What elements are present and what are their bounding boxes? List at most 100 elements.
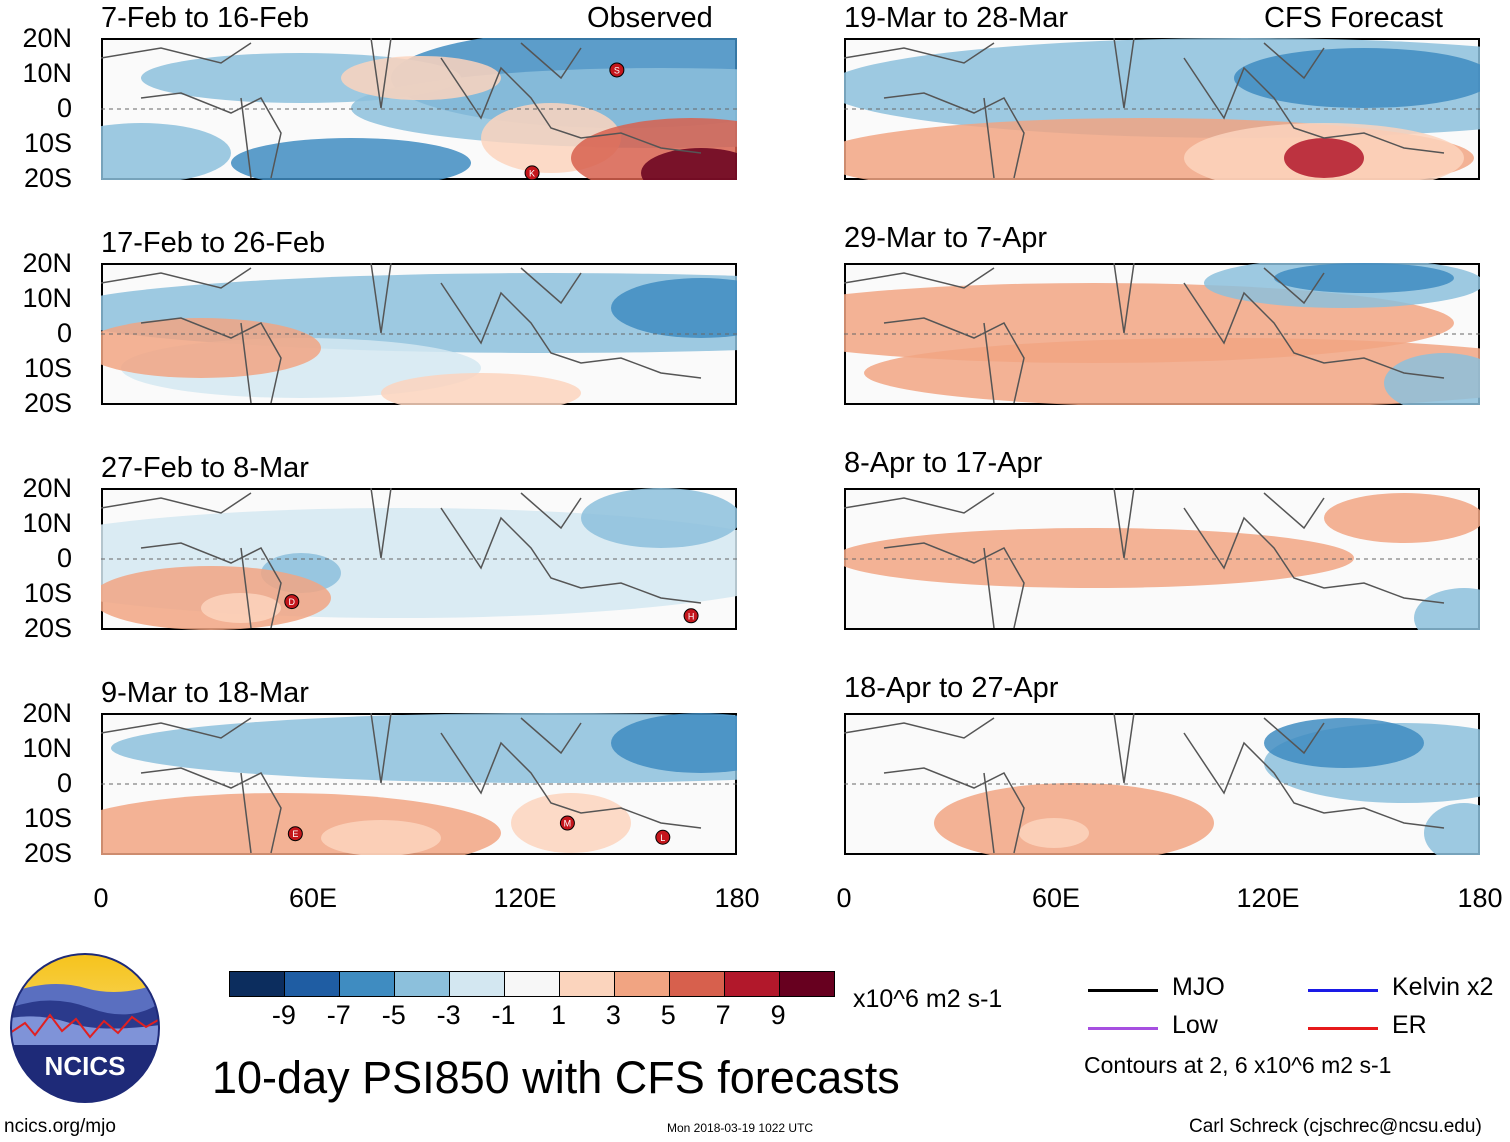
timestamp: Mon 2018-03-19 1022 UTC [667,1121,814,1135]
coastline [844,263,1445,404]
storm-marker[interactable]: D [284,594,300,610]
lat-label: 10S [23,353,72,383]
forecast-label: CFS Forecast [1264,2,1443,34]
psi-anomaly [201,593,281,623]
site-link[interactable]: ncics.org/mjo [4,1116,116,1137]
legend-line-mjo [1088,989,1158,992]
psi-anomaly [381,373,581,405]
legend-label-low: Low [1172,1011,1218,1039]
legend-label-kelvin: Kelvin x2 [1392,973,1494,1001]
lon-label: 120E [493,883,557,913]
coastline [101,713,702,854]
observed-panel-2 [101,263,737,405]
lon-label: 120E [1236,883,1300,913]
panel-title: 17-Feb to 26-Feb [101,227,326,259]
lat-label: 0 [56,318,72,348]
legend-label-mjo: MJO [1172,973,1225,1001]
lat-label: 10S [23,578,72,608]
psi-anomaly [641,148,737,180]
lat-label: 10N [22,283,72,313]
lon-label: 0 [836,883,852,913]
author-credit: Carl Schreck (cjschrec@ncsu.edu) [1189,1116,1482,1137]
psi-anomaly [1264,718,1424,768]
psi-anomaly [231,138,471,180]
panel-title: 9-Mar to 18-Mar [101,677,309,709]
lat-label: 0 [56,543,72,573]
colorbar-swatch [780,972,834,996]
psi-field [844,488,1480,630]
psi-anomaly [1414,588,1480,630]
lat-label: 20N [22,698,72,728]
panel-title: 29-Mar to 7-Apr [844,222,1048,254]
coastline [844,713,1445,854]
lat-label: 0 [56,93,72,123]
coastline [101,263,702,404]
main-title: 10-day PSI850 with CFS forecasts [212,1052,900,1103]
psi-anomaly [581,488,737,548]
lat-label: 0 [56,768,72,798]
colorbar-swatch [670,972,725,996]
psi-anomaly [611,713,737,773]
storm-marker[interactable]: K [524,165,540,180]
storm-marker[interactable]: H [683,608,699,624]
psi-anomaly [1384,353,1480,405]
coastline [844,38,1445,179]
panel-title: 27-Feb to 8-Mar [101,452,309,484]
lon-label: 180 [1457,883,1503,913]
legend-line-kelvin [1308,989,1378,992]
colorbar-swatch [285,972,340,996]
lat-label: 20S [23,388,72,418]
colorbar-swatch [450,972,505,996]
psi-anomaly [101,123,231,180]
legend-line-low [1088,1027,1158,1030]
colorbar-tick: 1 [550,1000,566,1030]
panel-title: 8-Apr to 17-Apr [844,447,1043,479]
psi-field [844,263,1480,405]
psi-anomaly [1234,48,1480,108]
storm-marker[interactable]: E [287,826,303,842]
units-label: x10^6 m2 s-1 [853,985,1003,1013]
colorbar-tick: -5 [381,1000,406,1030]
lon-label: 60E [1031,883,1081,913]
lat-label: 10S [23,128,72,158]
lat-label: 20S [23,613,72,643]
panel-title: 7-Feb to 16-Feb [101,2,309,34]
panel-title: 19-Mar to 28-Mar [844,2,1069,34]
colorbar [229,971,835,997]
colorbar-tick: 5 [660,1000,676,1030]
storm-marker[interactable]: L [655,829,671,845]
storm-marker[interactable]: S [609,62,625,78]
colorbar-swatch [340,972,395,996]
forecast-panel-1 [844,38,1480,180]
lat-label: 10N [22,58,72,88]
coastline [101,488,702,629]
lat-label: 20N [22,23,72,53]
psi-anomaly [611,278,737,338]
colorbar-swatch [230,972,285,996]
lon-label: 180 [714,883,760,913]
observed-label: Observed [587,2,713,34]
contours-note: Contours at 2, 6 x10^6 m2 s-1 [1084,1052,1392,1078]
coastline [101,38,702,179]
psi-field: SK [101,38,737,180]
psi-field [844,38,1480,180]
psi-anomaly [1274,263,1454,293]
lat-label: 10N [22,733,72,763]
storm-marker[interactable]: M [559,815,575,831]
psi-field [844,713,1480,855]
colorbar-swatch [615,972,670,996]
forecast-panel-4 [844,713,1480,855]
lon-label: 0 [93,883,109,913]
colorbar-tick: 7 [715,1000,731,1030]
svg-text:L: L [660,833,665,843]
coastline [844,488,1445,629]
colorbar-swatch [560,972,615,996]
psi-anomaly [864,338,1480,405]
ncics-logo[interactable]: NCICS [10,953,160,1103]
svg-text:D: D [289,597,296,607]
lat-label: 20S [23,163,72,193]
svg-text:E: E [292,829,298,839]
psi-anomaly [321,820,441,855]
